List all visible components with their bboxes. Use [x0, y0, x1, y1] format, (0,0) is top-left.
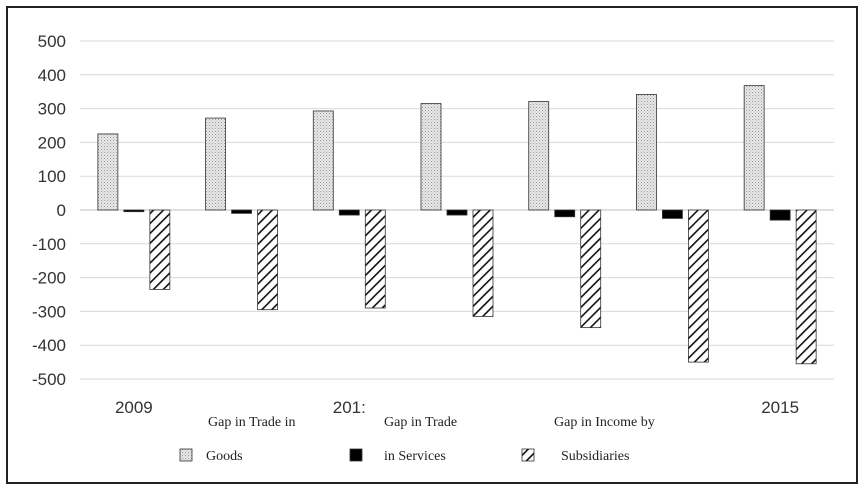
- y-tick-label: -500: [32, 370, 66, 389]
- y-tick-label: 400: [38, 66, 66, 85]
- goods-bar: [312, 110, 334, 211]
- subsidiaries-bar: [688, 209, 709, 363]
- services-bar: [123, 209, 145, 213]
- services-bar: [338, 209, 360, 216]
- y-tick-label: 300: [38, 100, 66, 119]
- subsidiaries-bar: [364, 209, 386, 309]
- bar-chart: 500 400 300 200 100 0 -100 -200 -300 -400 -500 200…: [32, 32, 834, 464]
- goods-bar: [743, 85, 765, 211]
- x-tick-label: 2009: [115, 398, 153, 417]
- legend-label-bottom: Goods: [206, 449, 243, 464]
- legend: Gap in Trade in Goods Gap in Trade in Servi…: [179, 415, 655, 464]
- services-bar: [662, 209, 683, 219]
- y-tick-label: -300: [32, 302, 66, 321]
- services-bar: [231, 209, 252, 214]
- chart-frame: 500 400 300 200 100 0 -100 -200 -300 -400 -500 200…: [6, 6, 858, 484]
- x-tick-label: 201:: [333, 398, 366, 417]
- y-tick-label: 100: [38, 167, 66, 186]
- subsidiaries-bar: [795, 209, 817, 365]
- legend-label-bottom: Subsidiaries: [561, 449, 629, 464]
- legend-swatch: [179, 448, 193, 462]
- y-tick-label: -400: [32, 336, 66, 355]
- x-tick-label: 2015: [761, 398, 799, 417]
- y-tick-label: -100: [32, 235, 66, 254]
- goods-bar: [97, 133, 119, 211]
- legend-label-top: Gap in Income by: [554, 415, 655, 430]
- legend-label-top: Gap in Trade in: [208, 415, 296, 430]
- y-axis-ticks: 500 400 300 200 100 0 -100 -200 -300 -400 -500: [32, 32, 66, 389]
- y-tick-label: -200: [32, 269, 66, 288]
- services-bar: [769, 209, 791, 221]
- x-axis-labels: 2009 201: 2015: [115, 398, 799, 417]
- bars: [97, 85, 817, 365]
- subsidiaries-bar: [257, 209, 278, 311]
- services-bar: [446, 209, 468, 216]
- y-tick-label: 500: [38, 32, 66, 51]
- legend-label-top: Gap in Trade: [384, 415, 457, 430]
- goods-bar: [528, 101, 550, 211]
- services-bar: [554, 209, 576, 218]
- y-tick-label: 200: [38, 133, 66, 152]
- y-tick-label: 0: [57, 201, 66, 220]
- goods-bar: [205, 117, 226, 211]
- subsidiaries-bar: [580, 209, 602, 329]
- goods-bar: [420, 103, 442, 211]
- legend-label-bottom: in Services: [384, 449, 446, 464]
- subsidiaries-bar: [472, 209, 494, 317]
- goods-bar: [636, 94, 657, 211]
- subsidiaries-bar: [149, 209, 171, 290]
- legend-swatch: [521, 448, 535, 462]
- legend-swatch: [349, 448, 363, 462]
